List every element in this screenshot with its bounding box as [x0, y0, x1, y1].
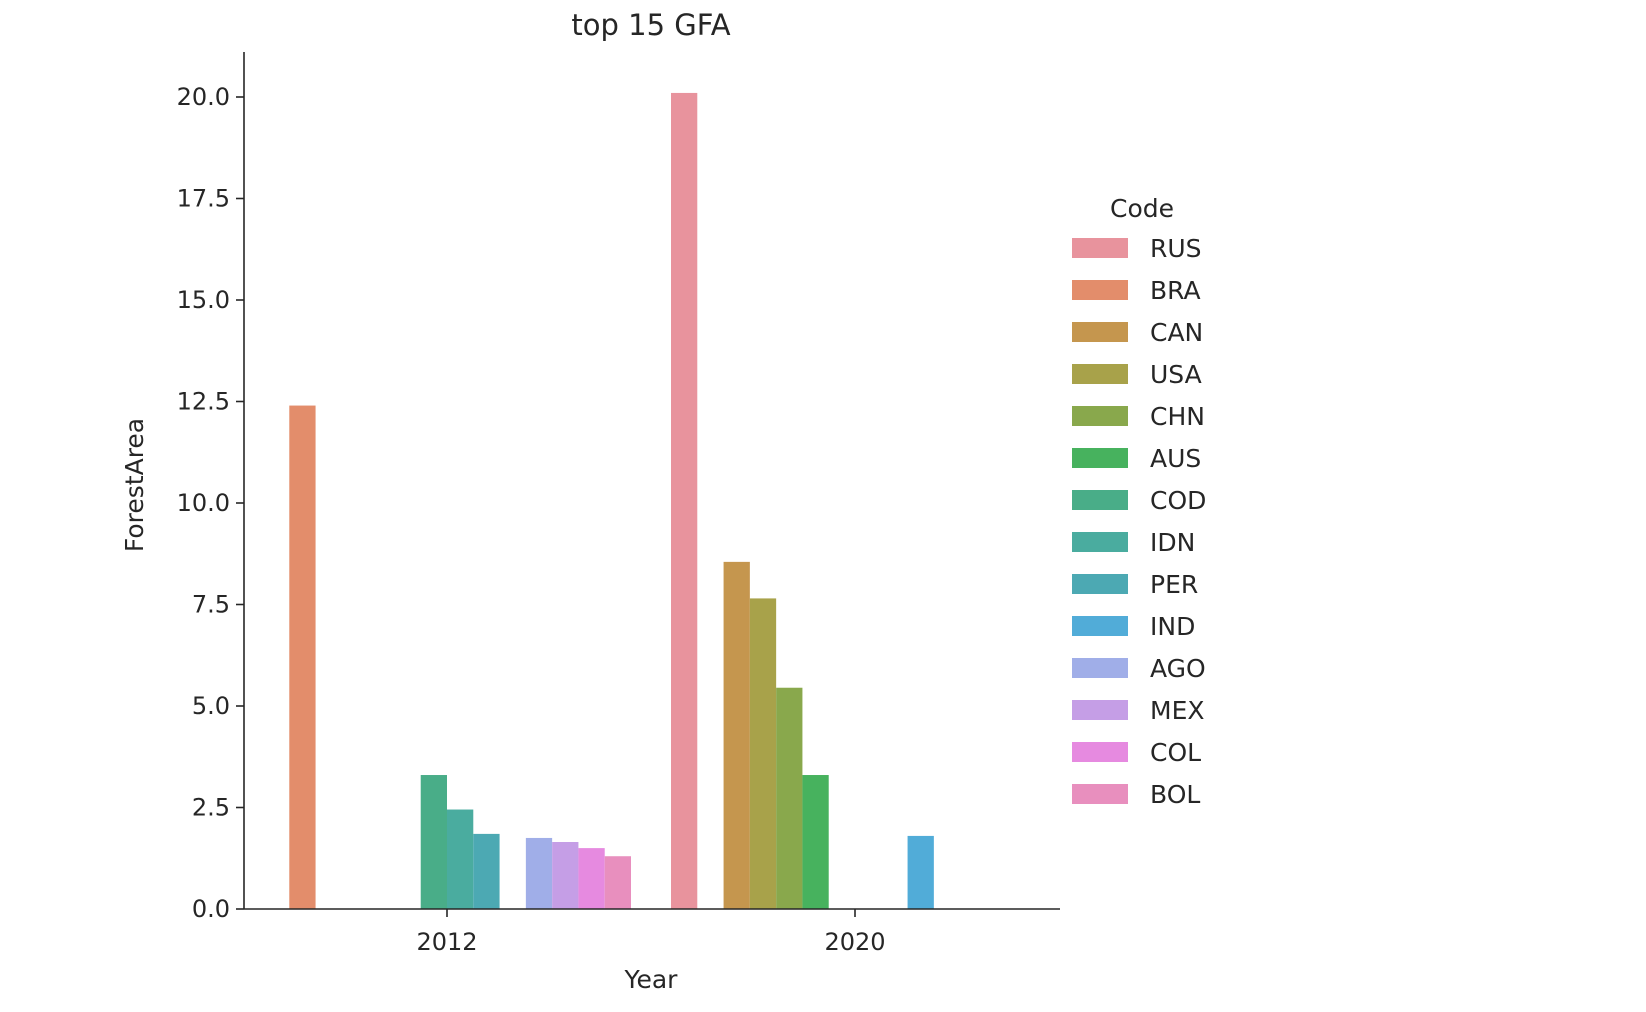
legend-swatch-chn [1072, 406, 1128, 426]
legend-swatch-rus [1072, 238, 1128, 258]
legend-swatch-idn [1072, 532, 1128, 552]
legend-label-cod: COD [1150, 486, 1206, 515]
bars [289, 92, 934, 909]
legend-label-col: COL [1150, 738, 1201, 767]
x-axis-label: Year [624, 965, 679, 994]
bar-chn-2020 [776, 687, 803, 909]
legend-swatch-ago [1072, 658, 1128, 678]
legend-swatch-aus [1072, 448, 1128, 468]
y-tick-label: 12.5 [177, 388, 230, 416]
legend-label-rus: RUS [1150, 234, 1202, 263]
bar-bra-2012 [289, 405, 316, 909]
y-tick-label: 0.0 [192, 895, 230, 923]
legend: Code RUS BRA CAN USA CHN AUS COD IDN PER IND AGO ME… [1072, 194, 1206, 809]
legend-swatch-per [1072, 574, 1128, 594]
bar-mex-2012 [552, 842, 579, 909]
chart-title: top 15 GFA [571, 8, 730, 42]
bar-rus-2020 [671, 92, 698, 909]
y-tick-label: 10.0 [177, 489, 230, 517]
y-axis-label: ForestArea [120, 418, 149, 552]
bar-idn-2012 [447, 809, 474, 909]
legend-label-aus: AUS [1150, 444, 1201, 473]
legend-label-mex: MEX [1150, 696, 1205, 725]
legend-label-bra: BRA [1150, 276, 1201, 305]
y-axis-ticks: 0.0 2.5 5.0 7.5 10.0 12.5 15.0 17.5 20.0 [177, 83, 244, 923]
legend-label-chn: CHN [1150, 402, 1205, 431]
y-tick-label: 15.0 [177, 286, 230, 314]
x-tick-label: 2012 [416, 928, 477, 956]
legend-label-usa: USA [1150, 360, 1202, 389]
legend-swatch-bra [1072, 280, 1128, 300]
y-tick-label: 5.0 [192, 692, 230, 720]
x-tick-label: 2020 [824, 928, 885, 956]
legend-label-ago: AGO [1150, 654, 1206, 683]
legend-swatch-ind [1072, 616, 1128, 636]
legend-label-idn: IDN [1150, 528, 1195, 557]
legend-label-can: CAN [1150, 318, 1203, 347]
bar-bol-2012 [604, 856, 631, 909]
bar-ind-2020 [907, 835, 934, 909]
legend-label-bol: BOL [1150, 780, 1200, 809]
legend-swatch-can [1072, 322, 1128, 342]
bar-cod-2012 [420, 775, 447, 909]
y-tick-label: 17.5 [177, 185, 230, 213]
legend-swatch-cod [1072, 490, 1128, 510]
legend-title: Code [1110, 194, 1174, 223]
legend-items: RUS BRA CAN USA CHN AUS COD IDN PER IND AGO MEX COL B… [1072, 234, 1206, 809]
bar-ago-2012 [525, 837, 553, 909]
bar-col-2012 [578, 848, 605, 909]
bar-can-2020 [723, 561, 750, 909]
bar-aus-2020 [802, 775, 829, 909]
legend-swatch-col [1072, 742, 1128, 762]
y-tick-label: 20.0 [177, 83, 230, 111]
legend-label-per: PER [1150, 570, 1198, 599]
y-tick-label: 2.5 [192, 794, 230, 822]
bar-usa-2020 [749, 598, 777, 909]
x-axis-ticks: 2012 2020 [416, 909, 886, 956]
legend-swatch-bol [1072, 784, 1128, 804]
legend-swatch-usa [1072, 364, 1128, 384]
legend-swatch-mex [1072, 700, 1128, 720]
y-tick-label: 7.5 [192, 591, 230, 619]
bar-per-2012 [473, 833, 500, 909]
legend-label-ind: IND [1150, 612, 1195, 641]
